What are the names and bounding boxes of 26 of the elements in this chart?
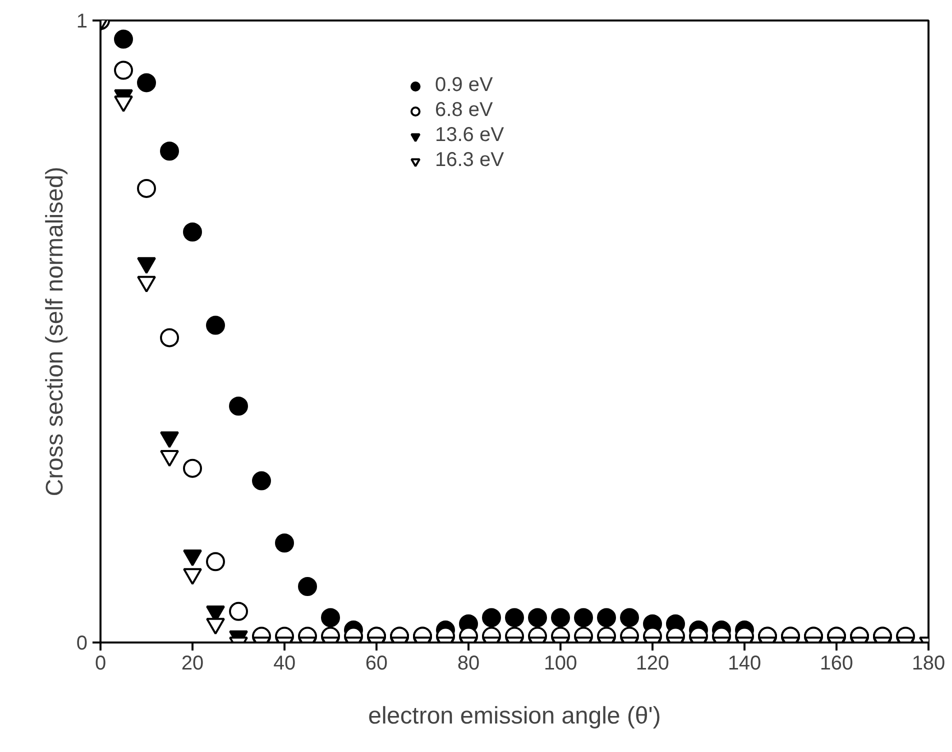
point: [137, 257, 156, 274]
point: [160, 328, 179, 348]
point: [206, 316, 225, 335]
x-tick-label: 0: [94, 652, 106, 674]
y-axis-title: Cross section (self normalised): [41, 166, 68, 496]
point: [114, 95, 133, 112]
point: [252, 471, 271, 490]
legend-label: 13.6 eV: [435, 124, 504, 147]
legend-label: 0.9 eV: [435, 74, 493, 97]
x-tick-label: 140: [728, 652, 762, 674]
x-tick-label: 180: [912, 652, 946, 674]
point: [137, 276, 156, 293]
x-tick-label: 100: [544, 652, 578, 674]
x-tick-label: 80: [457, 652, 480, 674]
x-tick-label: 60: [365, 652, 388, 674]
x-tick-label: 20: [181, 652, 204, 674]
point: [275, 533, 294, 552]
point: [229, 396, 248, 416]
x-tick-label: 40: [273, 652, 296, 674]
point: [183, 458, 202, 478]
y-tick-label: 1: [76, 10, 88, 32]
legend-label: 6.8 eV: [435, 99, 493, 122]
x-tick-label: 160: [820, 652, 854, 674]
x-tick-label: 120: [636, 652, 670, 674]
legend-label: 16.3 eV: [435, 149, 504, 172]
x-axis-title: electron emission angle (θ'): [368, 702, 661, 730]
